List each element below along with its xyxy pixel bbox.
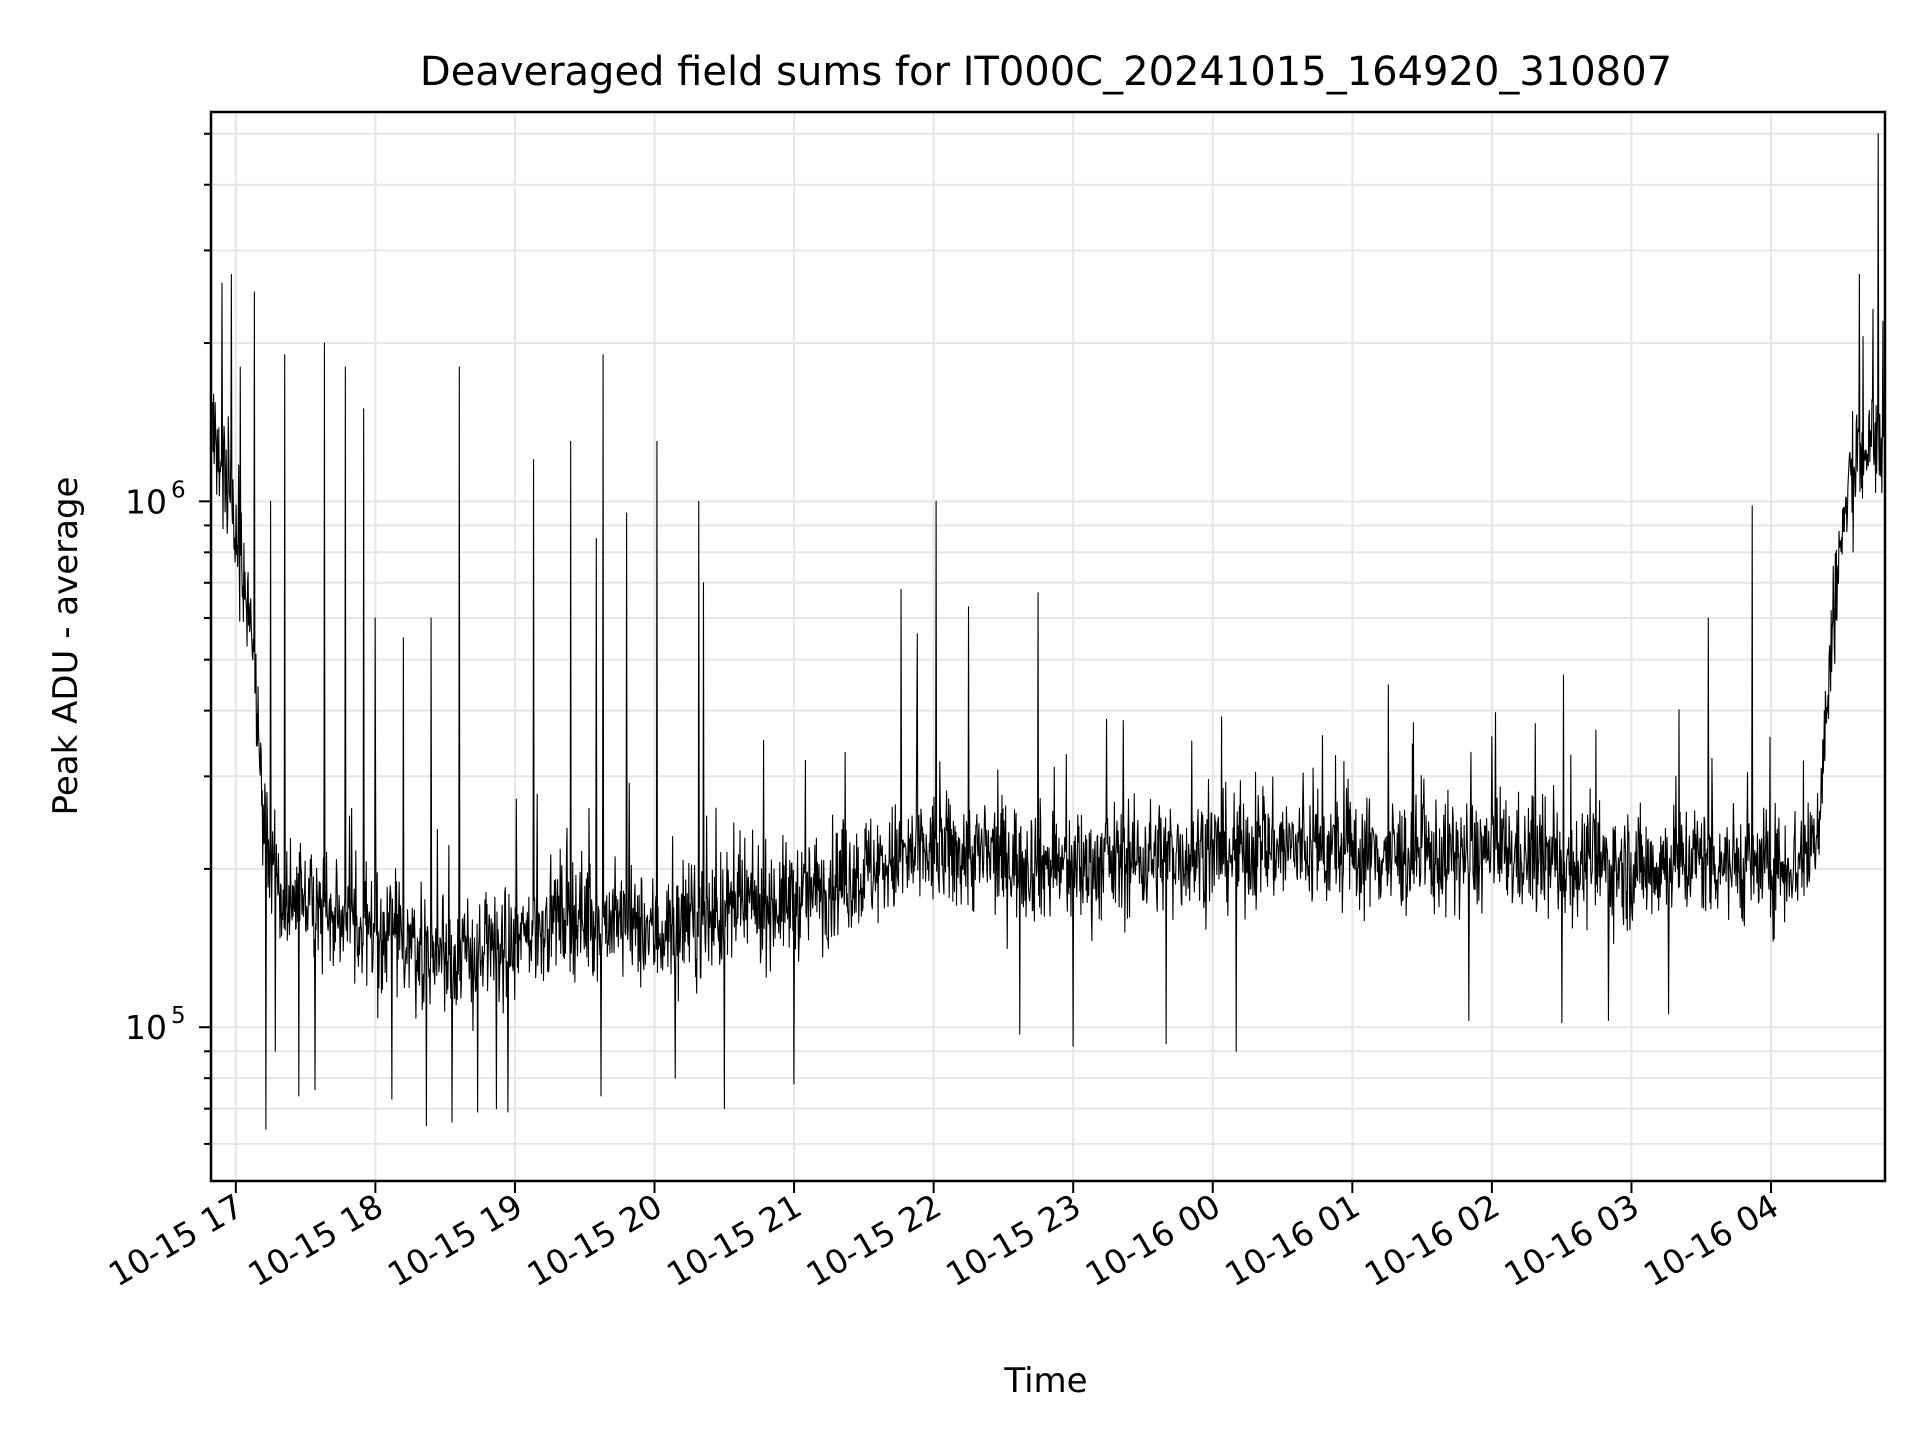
chart-title: Deaveraged field sums for IT000C_2024101…	[420, 49, 1672, 95]
x-axis-label: Time	[1003, 1361, 1087, 1401]
series-line-peak-adu	[212, 133, 1886, 1130]
y-tick-exponent: 5	[171, 1003, 186, 1029]
y-tick-base: 10	[125, 482, 167, 521]
y-tick-label: 10	[125, 1008, 167, 1047]
plot-frame	[209, 110, 1887, 1183]
plot-area	[209, 110, 1887, 1183]
y-tick-base: 10	[125, 1008, 167, 1047]
y-tick-label: 10	[125, 482, 167, 521]
y-tick-exponent: 6	[171, 477, 186, 503]
y-axis-label: Peak ADU - average	[46, 477, 86, 816]
data-series	[212, 133, 1886, 1130]
grid-lines	[211, 112, 1885, 1181]
